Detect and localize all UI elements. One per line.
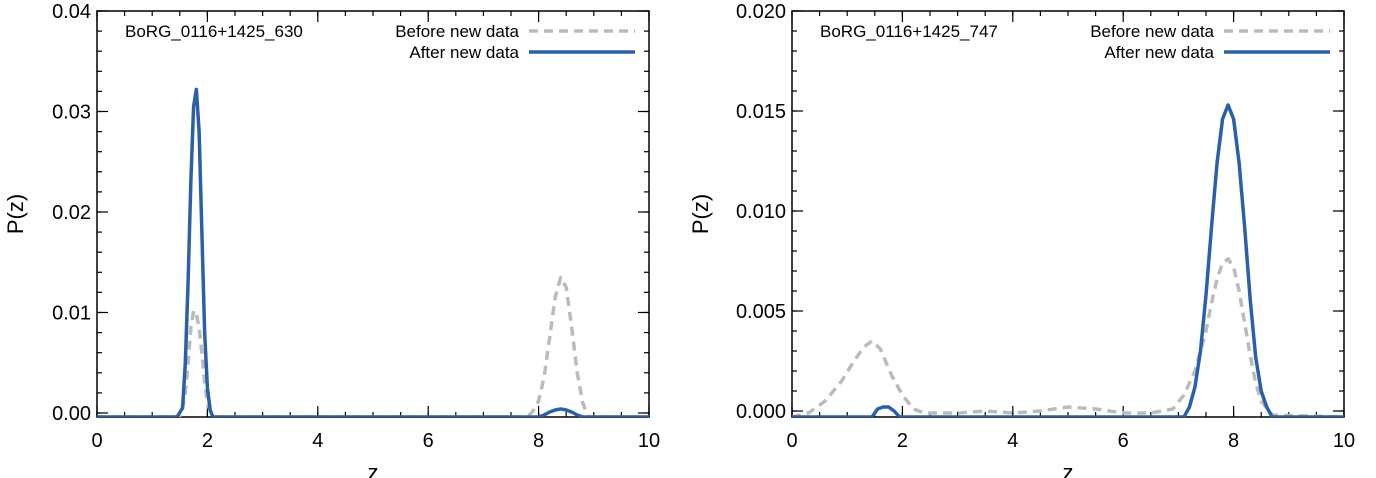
x-tick-label: 2 <box>897 430 908 452</box>
panel-annotation: BoRG_0116+1425_630 <box>125 22 303 41</box>
series-line-after <box>97 87 649 417</box>
x-tick-label: 0 <box>91 430 102 452</box>
y-tick-label: 0.03 <box>52 101 91 123</box>
x-tick-label: 0 <box>786 430 797 452</box>
plot-frame <box>791 10 1345 418</box>
x-tick-label: 10 <box>638 430 660 452</box>
x-axis-title: z <box>1063 460 1074 478</box>
series-line-after <box>792 103 1344 417</box>
y-axis-title: P(z) <box>3 194 28 234</box>
x-tick-label: 8 <box>1228 430 1239 452</box>
x-tick-label: 10 <box>1333 430 1355 452</box>
x-tick-label: 8 <box>533 430 544 452</box>
x-tick-label: 6 <box>1118 430 1129 452</box>
series-line-before <box>97 275 649 417</box>
y-tick-label: 0.010 <box>736 201 786 223</box>
y-tick-label: 0.015 <box>736 101 786 123</box>
legend-label-before: Before new data <box>395 22 519 41</box>
y-tick-label: 0.00 <box>52 403 91 425</box>
y-tick-label: 0.01 <box>52 302 91 324</box>
panel-annotation: BoRG_0116+1425_747 <box>820 22 998 41</box>
legend-label-after: After new data <box>409 43 519 62</box>
x-axis-title: z <box>368 460 379 478</box>
x-tick-label: 4 <box>312 430 323 452</box>
plot-frame <box>96 10 650 418</box>
y-tick-label: 0.005 <box>736 301 786 323</box>
x-tick-label: 6 <box>423 430 434 452</box>
legend-label-after: After new data <box>1104 43 1214 62</box>
x-tick-label: 4 <box>1007 430 1018 452</box>
series-line-before <box>792 257 1344 417</box>
y-tick-label: 0.020 <box>736 1 786 23</box>
chart-panel-right: 0 2 4 6 8 10 0.000 0.005 0.010 0.015 0.020 z P(z) BoR… <box>688 1 1355 478</box>
y-tick-label: 0.02 <box>52 202 91 224</box>
y-tick-label: 0.04 <box>52 1 91 23</box>
chart-panel-left: 0 2 4 6 8 10 0.00 0.01 0.02 0.03 0.04 z P(z) BoRG_011… <box>3 1 660 478</box>
legend-label-before: Before new data <box>1090 22 1214 41</box>
x-tick-label: 2 <box>202 430 213 452</box>
y-tick-label: 0.000 <box>736 401 786 423</box>
y-axis-title: P(z) <box>688 194 713 234</box>
